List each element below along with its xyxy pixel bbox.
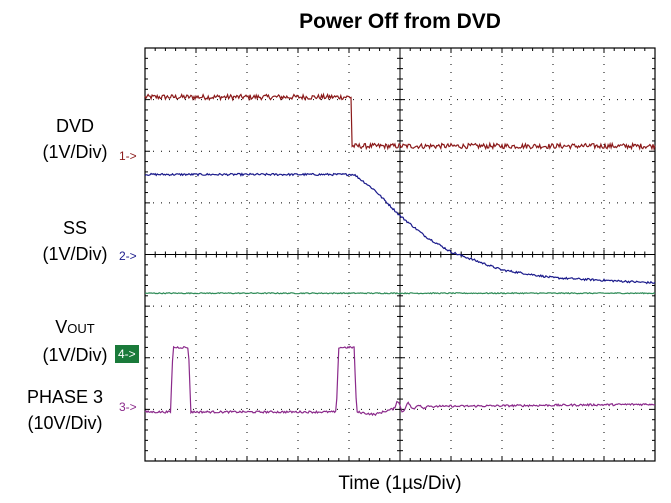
marker-ch1: 1-> xyxy=(119,149,137,163)
label-vout: VOUT (1V/Div) xyxy=(5,314,145,368)
label-ss-line1: SS xyxy=(62,218,87,238)
label-vout-line2: (1V/Div) xyxy=(42,345,108,365)
marker-ch3: 3-> xyxy=(119,400,137,414)
trace-vout xyxy=(144,291,656,295)
marker-ch2: 2-> xyxy=(119,249,137,263)
trace-phase-3 xyxy=(144,345,656,417)
label-dvd-line1: DVD xyxy=(55,116,94,136)
trace-dvd xyxy=(144,92,656,151)
label-dvd: DVD (1V/Div) xyxy=(5,113,145,165)
marker-ch4: 4-> xyxy=(115,345,139,363)
label-ss-line2: (1V/Div) xyxy=(42,244,108,264)
chart-title: Power Off from DVD xyxy=(299,10,501,33)
label-ss: SS (1V/Div) xyxy=(5,215,145,267)
label-phase3-line2: (10V/Div) xyxy=(27,413,103,433)
label-vout-main: V xyxy=(55,317,68,337)
traces xyxy=(144,92,656,417)
grid xyxy=(144,47,656,462)
label-phase3: PHASE 3 (10V/Div) xyxy=(0,384,135,436)
label-phase3-line1: PHASE 3 xyxy=(26,387,104,407)
label-vout-sub: OUT xyxy=(67,321,95,336)
trace-ss xyxy=(144,172,656,285)
label-dvd-line2: (1V/Div) xyxy=(42,142,108,162)
x-axis-label: Time (1µs/Div) xyxy=(338,473,462,494)
